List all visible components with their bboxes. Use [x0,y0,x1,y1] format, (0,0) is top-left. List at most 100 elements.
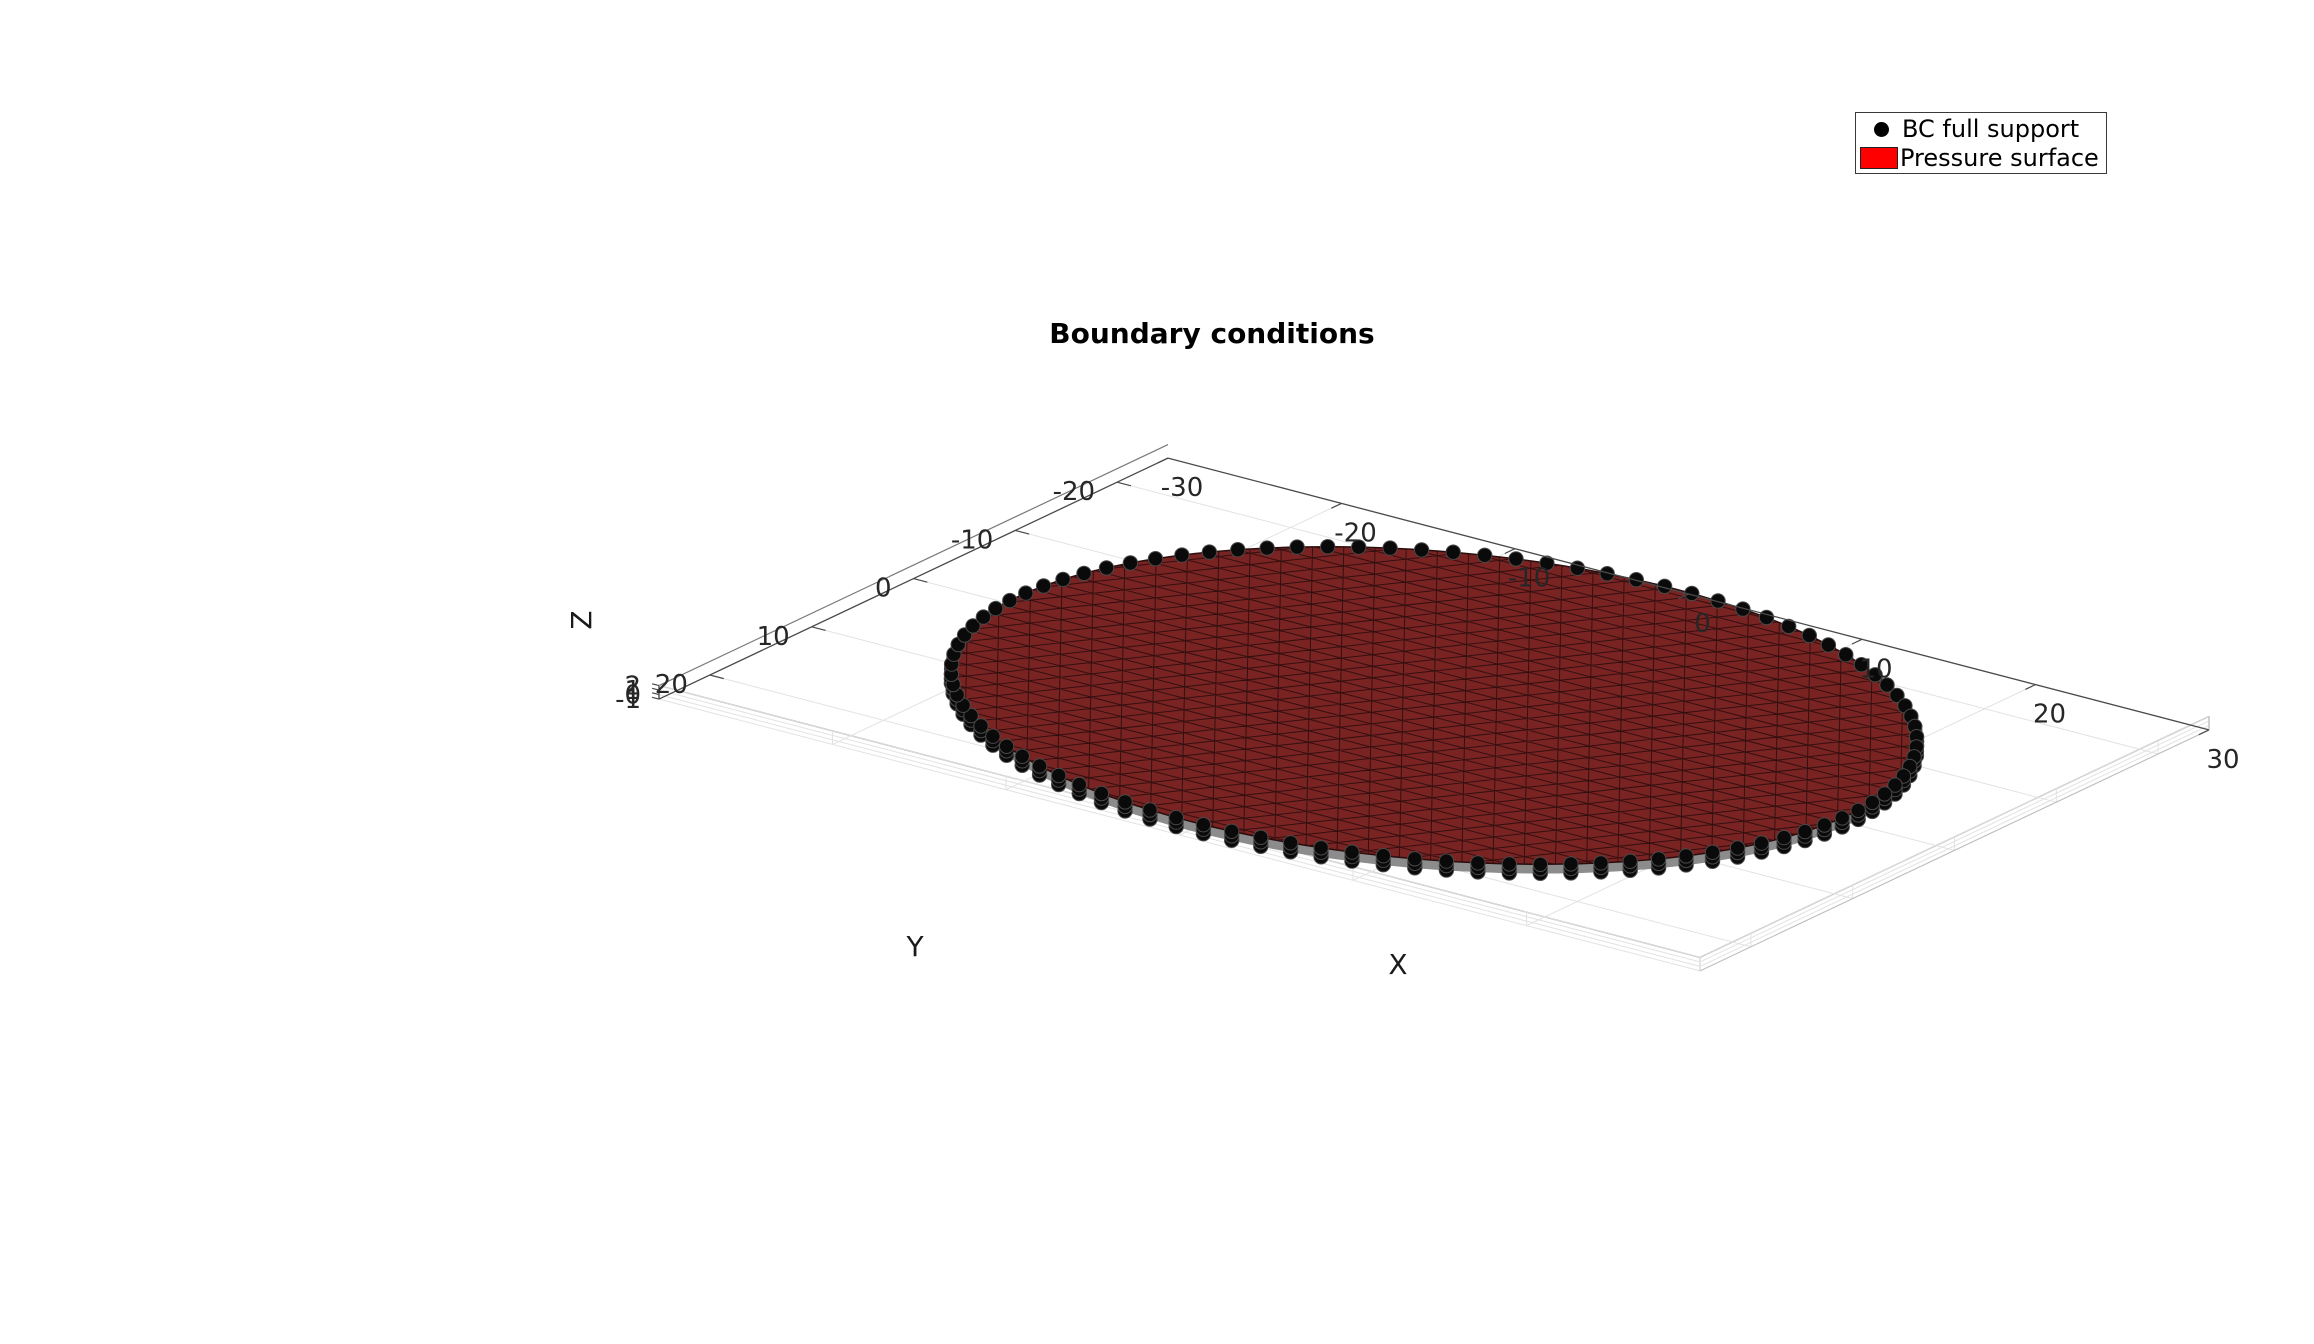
y-tick [1116,481,1132,487]
bc-marker [985,728,1001,744]
x-tick [1504,548,1516,555]
z-tick [651,687,660,691]
y-axis-label: Y [905,930,924,963]
bc-marker [1142,802,1158,818]
marker-dot-icon [1874,121,1889,137]
bc-marker [975,609,992,625]
bc-marker [1035,578,1052,594]
bc-marker [1838,647,1854,663]
box-edge [658,444,1169,687]
y-tick-label: -10 [951,525,993,555]
bc-marker [1014,748,1030,764]
bc-marker [1445,544,1461,560]
z-tick [651,696,660,700]
bc-marker [1320,539,1336,555]
y-tick [709,674,724,680]
bc-marker [1282,835,1299,851]
x-tick [1678,593,1689,600]
bc-marker [1776,829,1792,846]
bc-marker [1313,840,1329,856]
bc-marker [1224,823,1240,839]
bc-marker [1867,667,1883,683]
grid-line-z [658,698,1701,972]
x-tick [1331,502,1342,509]
bc-marker [1407,851,1423,867]
bc-marker [1093,785,1110,802]
y-tick [913,578,928,583]
box-edge [1699,729,2210,972]
z-tick [651,692,660,696]
bc-marker [1117,794,1133,810]
z-tick-label: 2 [624,672,641,702]
bc-marker [1122,555,1139,571]
bc-marker [1382,540,1398,556]
z-tick-label: -1 [615,685,641,715]
bc-markers-upper [943,539,1925,872]
z-tick-label: 0 [624,681,641,711]
bc-marker [1195,817,1212,833]
x-tick-label: 10 [1859,654,1892,684]
bc-marker [1253,829,1269,845]
x-tick-label: 30 [2206,745,2239,775]
bc-marker [1850,802,1866,819]
legend-item-bc: BC full support [1856,115,2079,143]
bc-marker [1650,851,1667,867]
z-axis-label: Z [565,610,598,629]
bc-marker [988,600,1004,617]
bc-marker [1735,601,1751,617]
pressure-surface [950,546,1918,865]
bc-marker [1477,547,1493,563]
bc-marker [1470,855,1486,871]
y-tick-label: 10 [757,622,790,652]
bc-marker [1532,856,1549,872]
surface-mesh-lines [951,546,1917,865]
x-tick [1851,638,1863,645]
bc-marker [1230,542,1246,558]
bc-marker [1563,856,1579,872]
legend-label: Pressure surface [1900,144,2099,172]
bc-marker [1876,786,1893,802]
bc-marker [1678,848,1694,864]
bc-marker [1729,840,1746,856]
bc-marker [1351,539,1367,555]
bc-marker [1201,544,1218,560]
bc-marker [1816,817,1833,833]
bc-marker [1887,777,1903,793]
z-tick-label: 1 [624,676,641,706]
bc-marker [1413,542,1430,558]
x-tick-label: -10 [1508,564,1550,594]
x-tick [1157,457,1169,464]
patch-swatch-icon [1860,147,1898,169]
x-tick-label: -30 [1161,473,1203,503]
grid-line-z [1699,724,2210,967]
bc-marker [1801,627,1818,644]
bc-marker [1539,555,1555,571]
x-axis-label: X [1388,948,1407,981]
bc-marker [1098,560,1115,576]
bc-marker [1710,593,1726,609]
bc-marker [1820,637,1837,653]
bc-marker [1259,540,1275,556]
surface-mesh [951,546,1917,865]
bc-marker [1018,585,1034,601]
bc-marker [1168,809,1184,826]
legend-item-pressure: Pressure surface [1856,144,2099,172]
x-tick [2025,684,2036,690]
bc-marker [1834,810,1850,826]
grid-line-z [1699,720,2210,963]
bc-marker [965,618,981,634]
bc-marker [1375,848,1392,864]
bc-marker [963,707,979,724]
bc-marker [1002,592,1018,609]
bc-marker [1438,853,1455,869]
x-tick-label: 20 [2033,700,2066,730]
bc-marker [1864,794,1881,811]
x-tick-label: -20 [1334,518,1376,548]
chart-title: Boundary conditions [1049,317,1374,350]
bc-marker [1147,551,1164,567]
bc-marker [1051,767,1067,784]
bc-marker [1031,758,1048,774]
y-tick [1015,529,1030,535]
